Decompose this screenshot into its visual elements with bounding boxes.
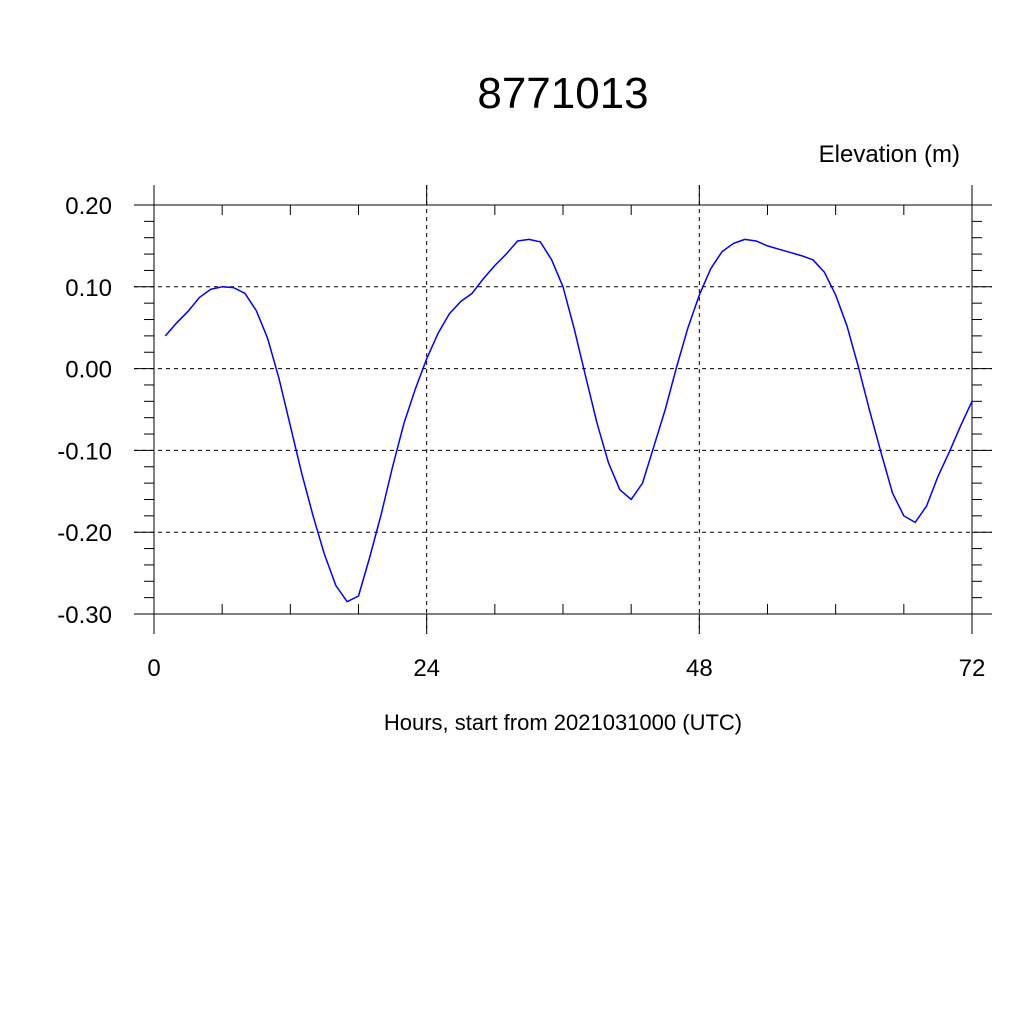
y-tick-label: 0.10 [65, 275, 112, 302]
y-tick-label: -0.30 [57, 602, 112, 629]
x-tick-label: 72 [959, 655, 986, 682]
y-tick-label: 0.00 [65, 357, 112, 384]
y-tick-label: -0.10 [57, 438, 112, 465]
x-tick-label: 0 [147, 655, 160, 682]
series-layer [164, 238, 973, 603]
x-axis-label: Hours, start from 2021031000 (UTC) [384, 710, 742, 735]
grid-lines [134, 185, 992, 634]
x-tick-label: 24 [413, 655, 440, 682]
x-tick-label: 48 [686, 655, 713, 682]
y-tick-label: 0.20 [65, 193, 112, 220]
axis-ticks [134, 185, 992, 634]
y-tick-label: -0.20 [57, 520, 112, 547]
tick-labels: -0.30 -0.20 -0.10 0.00 0.10 0.20 0 24 48 72 [57, 193, 985, 682]
plot-border [153, 204, 973, 615]
y-axis-label: Elevation (m) [819, 141, 960, 168]
elevation-series-line [164, 238, 973, 603]
plot-frame [153, 204, 973, 615]
chart-title: 8771013 [477, 69, 648, 118]
